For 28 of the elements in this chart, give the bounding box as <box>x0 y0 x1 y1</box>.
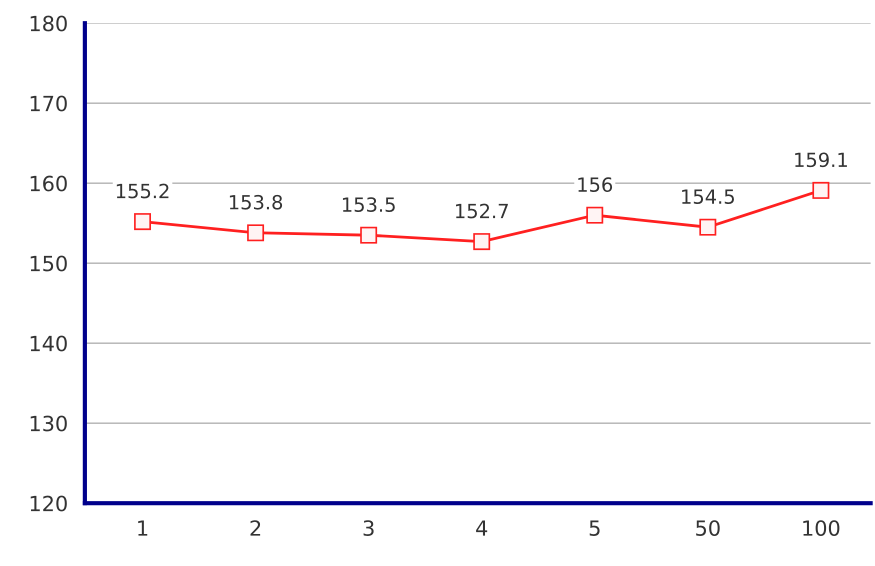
data-label: 155.2 <box>116 184 168 198</box>
point <box>473 233 490 250</box>
data-label: 152.7 <box>456 204 508 218</box>
data-label: 153.8 <box>230 194 282 210</box>
y-tick-label: 120 <box>30 496 67 512</box>
x-tick-label: 4 <box>476 520 488 536</box>
data-label: 156 <box>578 177 612 192</box>
y-tick-label: 170 <box>30 96 67 112</box>
point <box>586 206 604 224</box>
y-tick-label: 140 <box>30 336 67 352</box>
point <box>247 224 264 242</box>
data-label: 153.5 <box>342 197 395 212</box>
x-tick-label: 3 <box>364 520 374 536</box>
point <box>699 218 716 236</box>
x-tick-label: 100 <box>803 520 840 536</box>
x-tick-label: 50 <box>696 520 720 536</box>
y-tick-label: 150 <box>30 256 67 272</box>
y-tick-label: 160 <box>30 176 67 192</box>
data-label: 154.5 <box>682 190 734 204</box>
data-label: 159.1 <box>795 152 847 168</box>
x-tick-label: 2 <box>250 520 260 536</box>
y-tick-label: 180 <box>30 16 67 32</box>
point <box>360 226 378 244</box>
x-tick-label: 5 <box>590 520 600 536</box>
point <box>812 182 830 199</box>
x-tick-label: 1 <box>138 520 148 536</box>
y-tick-label: 130 <box>30 416 67 432</box>
point <box>134 213 152 230</box>
